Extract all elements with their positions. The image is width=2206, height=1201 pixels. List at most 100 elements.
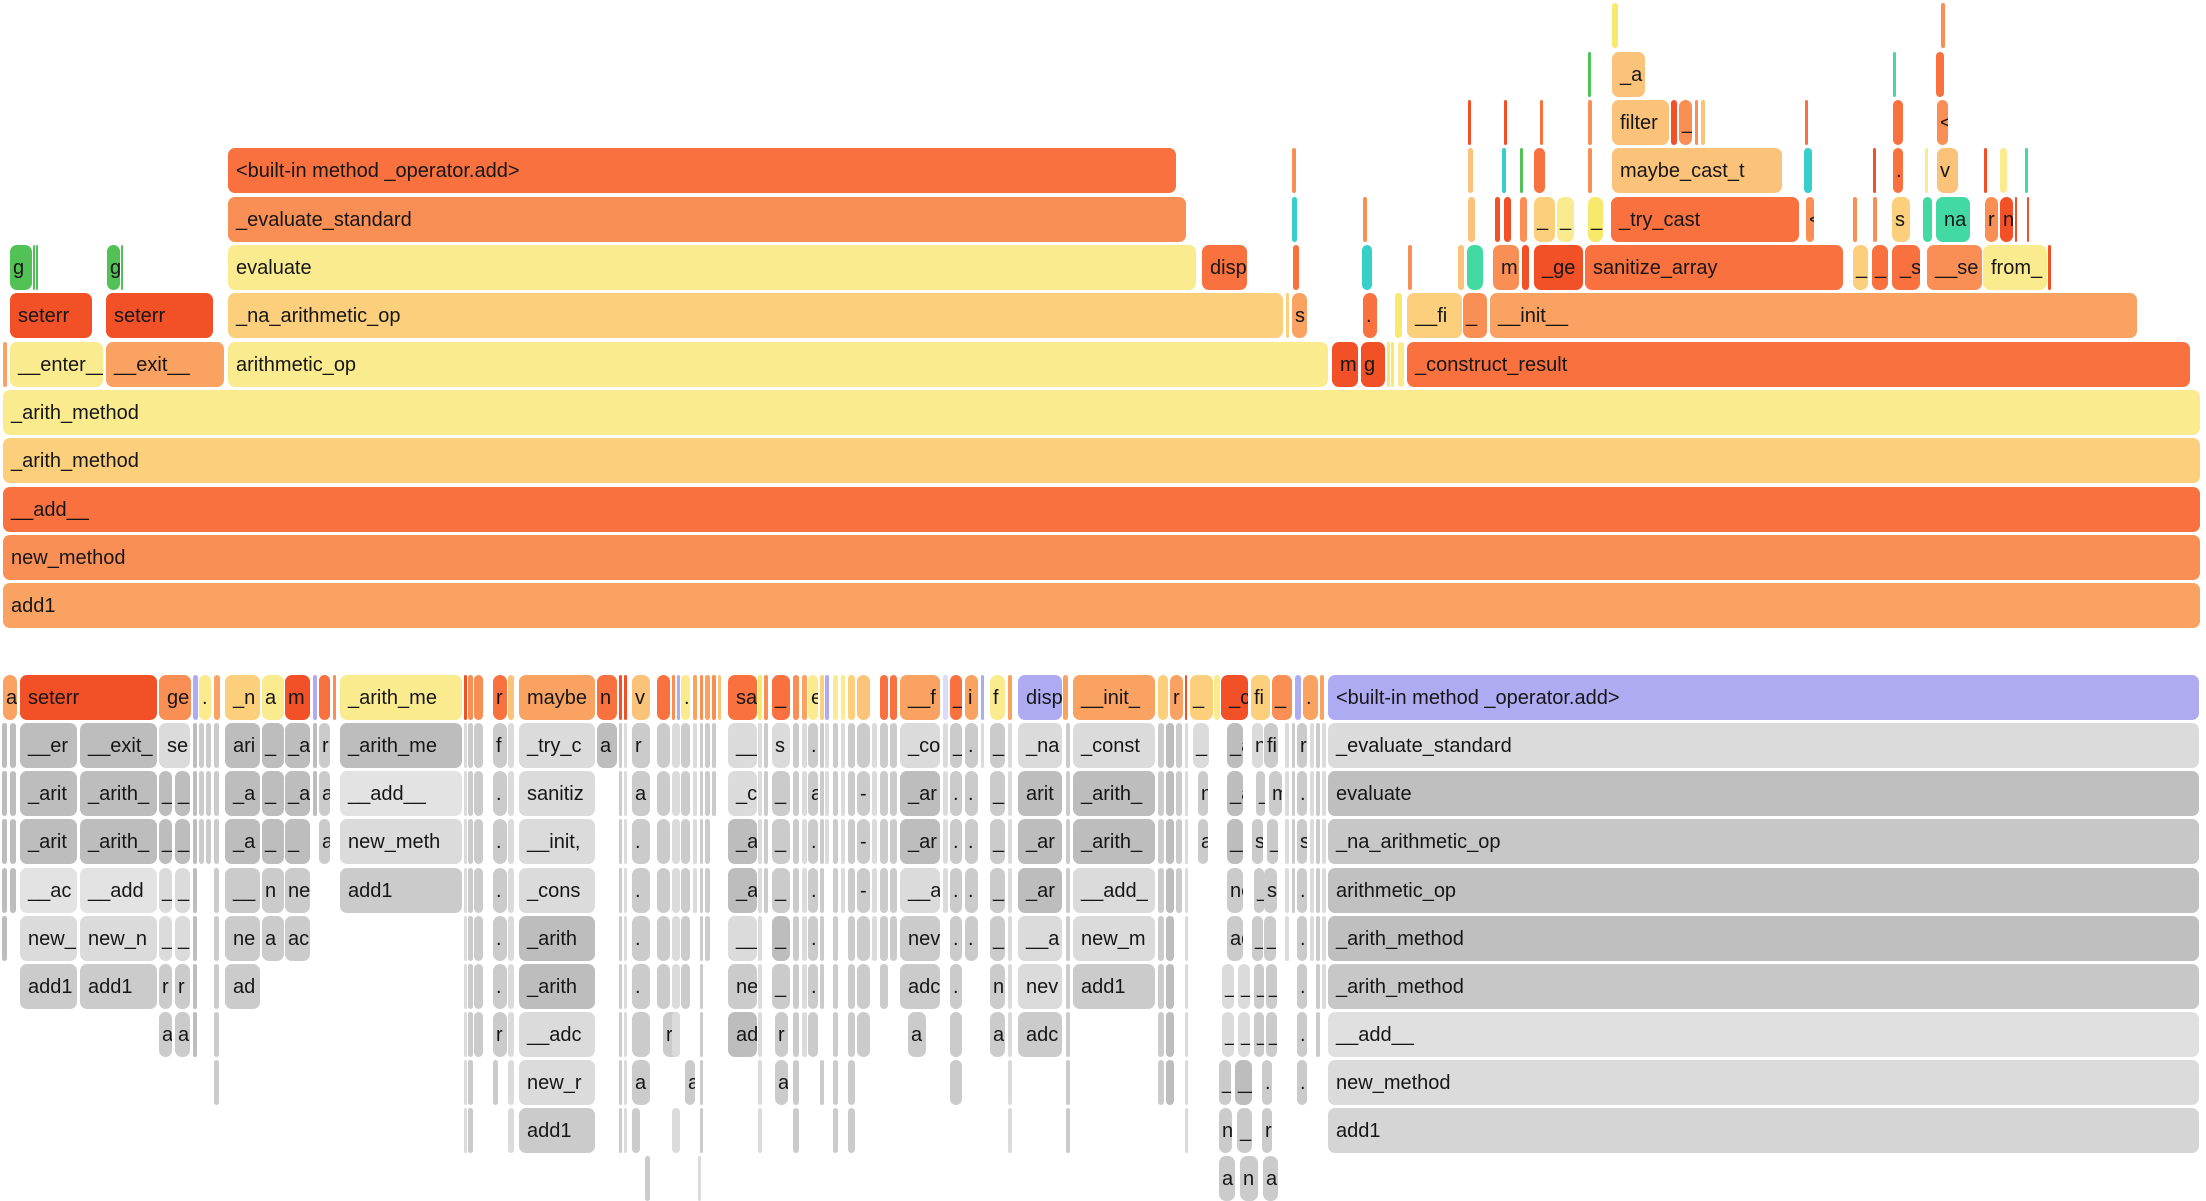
bottom-frame-block[interactable] [474, 723, 483, 768]
bottom-frame-block[interactable] [1176, 723, 1182, 768]
bottom-frame-block[interactable] [1316, 868, 1320, 913]
bottom-frame-block[interactable]: _ar [900, 771, 940, 816]
top-frame-block[interactable] [1695, 100, 1698, 145]
bottom-frame-block[interactable] [848, 1060, 855, 1105]
bottom-frame-block[interactable] [802, 819, 807, 864]
top-frame-block[interactable] [3, 342, 7, 387]
bottom-frame-block[interactable] [825, 819, 829, 864]
bottom-frame-block[interactable]: s [1252, 819, 1263, 864]
top-frame-block[interactable]: _ge [1534, 245, 1583, 290]
bottom-frame-block[interactable] [700, 723, 703, 768]
bottom-frame-block[interactable]: r [493, 675, 507, 720]
bottom-frame-block[interactable]: _ [772, 675, 790, 720]
bottom-frame-block[interactable]: ge [159, 675, 191, 720]
bottom-frame-block[interactable]: _ [1267, 819, 1278, 864]
bottom-frame-block[interactable] [700, 819, 703, 864]
bottom-frame-block[interactable] [508, 868, 514, 913]
bottom-frame-block[interactable] [672, 916, 680, 961]
bottom-frame-block[interactable] [1310, 916, 1314, 961]
bottom-frame-block[interactable]: add1 [80, 964, 157, 1009]
bottom-frame-block[interactable]: a [175, 1012, 190, 1057]
bottom-frame-block[interactable] [1166, 1060, 1174, 1105]
bottom-frame-block[interactable]: new_method [1328, 1060, 2199, 1105]
bottom-frame-block[interactable] [464, 964, 467, 1009]
bottom-frame-block[interactable] [872, 819, 877, 864]
bottom-frame-block[interactable] [793, 964, 799, 1009]
bottom-frame-block[interactable] [1310, 771, 1314, 816]
bottom-frame-block[interactable]: ari [225, 723, 260, 768]
bottom-frame-block[interactable]: _arith [519, 964, 595, 1009]
bottom-frame-block[interactable]: _ [1193, 723, 1209, 768]
bottom-frame-block[interactable]: r [1297, 723, 1307, 768]
bottom-frame-block[interactable] [700, 916, 703, 961]
bottom-frame-block[interactable] [672, 1012, 680, 1057]
bottom-frame-block[interactable] [677, 675, 680, 720]
bottom-frame-block[interactable] [1176, 868, 1182, 913]
bottom-frame-block[interactable] [672, 771, 680, 816]
top-frame-block[interactable]: r [1985, 197, 1998, 242]
bottom-frame-block[interactable] [1316, 1012, 1320, 1057]
top-frame-block[interactable]: m [1332, 342, 1358, 387]
bottom-frame-block[interactable] [508, 675, 514, 720]
bottom-frame-block[interactable] [1322, 723, 1326, 768]
top-frame-block[interactable]: _arith_method [3, 390, 2200, 435]
top-frame-block[interactable] [1362, 245, 1372, 290]
bottom-frame-block[interactable] [214, 868, 219, 913]
top-frame-block[interactable]: add1 [3, 583, 2200, 628]
bottom-frame-block[interactable] [468, 675, 473, 720]
bottom-frame-block[interactable]: e [808, 675, 818, 720]
bottom-frame-block[interactable] [1008, 1012, 1012, 1057]
bottom-frame-block[interactable] [1185, 1012, 1188, 1057]
bottom-frame-block[interactable] [214, 675, 220, 720]
top-frame-block[interactable]: __exit__ [106, 342, 224, 387]
bottom-frame-block[interactable]: _a [728, 868, 757, 913]
bottom-frame-block[interactable] [672, 675, 675, 720]
bottom-frame-block[interactable] [474, 916, 483, 961]
top-frame-block[interactable] [1671, 100, 1677, 145]
bottom-frame-block[interactable] [808, 1012, 818, 1057]
top-frame-block[interactable]: __add__ [3, 487, 2200, 532]
bottom-frame-block[interactable]: add1 [519, 1108, 595, 1153]
bottom-frame-block[interactable]: s [1297, 819, 1307, 864]
bottom-frame-block[interactable]: a [632, 771, 650, 816]
bottom-frame-block[interactable] [1292, 723, 1295, 768]
top-frame-block[interactable]: maybe_cast_t [1612, 148, 1782, 193]
bottom-frame-block[interactable] [464, 1108, 467, 1153]
bottom-frame-block[interactable] [758, 819, 762, 864]
bottom-frame-block[interactable]: _a [225, 819, 260, 864]
bottom-frame-block[interactable] [833, 675, 838, 720]
bottom-frame-block[interactable] [820, 868, 824, 913]
bottom-frame-block[interactable]: _arith_ [80, 819, 157, 864]
bottom-frame-block[interactable]: _ [262, 723, 284, 768]
bottom-frame-block[interactable] [1316, 723, 1320, 768]
bottom-frame-block[interactable] [943, 675, 948, 720]
bottom-frame-block[interactable] [1008, 771, 1012, 816]
bottom-frame-block[interactable]: arithmetic_op [1328, 868, 2199, 913]
bottom-frame-block[interactable] [313, 675, 317, 720]
bottom-frame-block[interactable] [1008, 916, 1012, 961]
bottom-frame-block[interactable] [833, 1108, 838, 1153]
top-frame-block[interactable] [2027, 197, 2029, 242]
top-frame-block[interactable]: __init__ [1490, 293, 2137, 338]
bottom-frame-block[interactable] [1158, 964, 1164, 1009]
bottom-frame-block[interactable]: a [3, 675, 17, 720]
top-frame-block[interactable] [1893, 52, 1896, 97]
bottom-frame-block[interactable]: add1 [340, 868, 462, 913]
bottom-frame-block[interactable] [880, 819, 888, 864]
top-frame-block[interactable] [1408, 245, 1412, 290]
bottom-frame-block[interactable] [1166, 771, 1174, 816]
bottom-frame-block[interactable]: . [965, 771, 978, 816]
bottom-frame-block[interactable] [1322, 964, 1326, 1009]
bottom-frame-block[interactable] [508, 819, 514, 864]
bottom-frame-block[interactable]: __ac [20, 868, 77, 913]
top-frame-block[interactable] [1936, 52, 1944, 97]
top-frame-block[interactable]: . [1363, 293, 1377, 338]
top-frame-block[interactable] [1701, 100, 1705, 145]
bottom-frame-block[interactable] [1322, 868, 1326, 913]
bottom-frame-block[interactable]: ne [225, 916, 260, 961]
bottom-frame-block[interactable] [193, 916, 197, 961]
top-frame-block[interactable]: _ [1853, 245, 1868, 290]
bottom-frame-block[interactable] [758, 1060, 762, 1105]
bottom-frame-block[interactable]: a [1198, 819, 1208, 864]
bottom-frame-block[interactable]: _ [772, 868, 790, 913]
